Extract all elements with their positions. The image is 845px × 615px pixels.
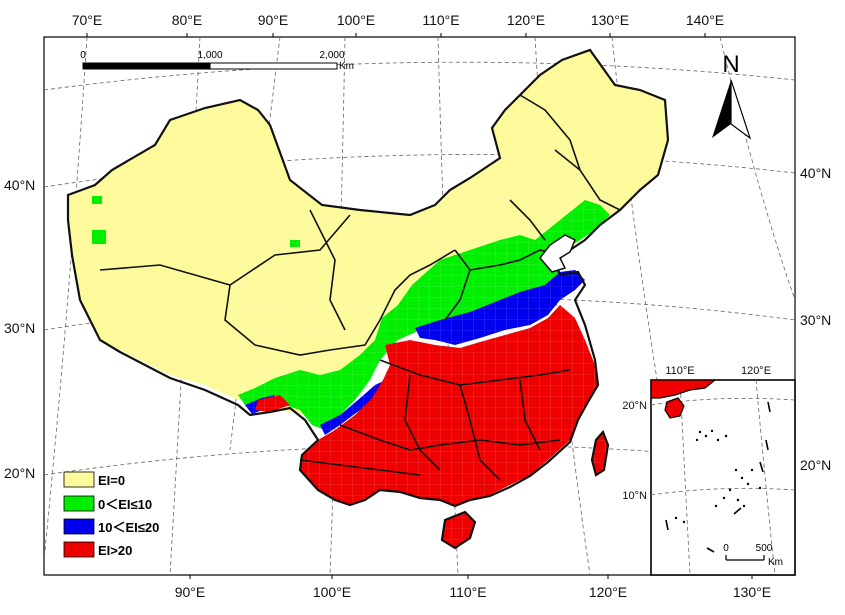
- tick-label: 110°E: [422, 12, 459, 28]
- scale-bar: 0 1,000 2,000 Km: [80, 50, 354, 72]
- legend-swatch: [63, 518, 95, 535]
- north-arrow-icon: N: [712, 51, 752, 140]
- scale-unit: Km: [339, 61, 354, 72]
- legend-swatch: [63, 541, 95, 558]
- legend: EI=0 0＜EI≤10 10＜EI≤20 EI>20: [63, 471, 159, 558]
- legend-label: EI>20: [98, 543, 132, 558]
- right-tick-labels: 40°N 30°N 20°N: [800, 165, 831, 473]
- top-tick-labels: 70°E 80°E 90°E 100°E 110°E 120°E 130°E 1…: [72, 12, 724, 28]
- bohai-sea: [539, 234, 576, 273]
- tick-label: 20°N: [4, 465, 35, 481]
- tick-label: 120°E: [507, 12, 545, 28]
- inset-tick-label: 20°N: [622, 400, 647, 412]
- legend-label: 0＜EI≤10: [98, 497, 152, 512]
- tick-label: 130°E: [733, 584, 771, 600]
- scale-label: 2,000: [319, 50, 344, 61]
- inset-map: 110°E 120°E 20°N 10°N 0 500 Km: [622, 365, 796, 576]
- scale-label: 1,000: [197, 50, 222, 61]
- tick-label: 100°E: [313, 584, 351, 600]
- inset-scale-label: 500: [756, 543, 773, 554]
- inset-tick-label: 10°N: [622, 490, 647, 502]
- frame-ticks: [86, 33, 753, 579]
- tick-label: 20°N: [800, 457, 831, 473]
- region-ei-0-10: [92, 196, 102, 204]
- province-boundaries: [99, 94, 621, 481]
- left-tick-labels: 40°N 30°N 20°N: [4, 177, 35, 481]
- tick-label: 80°E: [172, 12, 203, 28]
- tick-label: 40°N: [4, 177, 35, 193]
- tick-label: 130°E: [591, 12, 629, 28]
- tick-label: 30°N: [800, 312, 831, 328]
- legend-swatch: [63, 495, 95, 512]
- tick-label: 90°E: [258, 12, 289, 28]
- region-ei-0-10: [92, 230, 106, 244]
- north-label: N: [722, 51, 739, 78]
- legend-swatch: [63, 471, 95, 488]
- country-outline: [66, 48, 670, 508]
- tick-label: 40°N: [800, 165, 831, 181]
- tick-label: 90°E: [175, 584, 206, 600]
- inset-scale-unit: Km: [768, 557, 783, 568]
- tick-label: 120°E: [589, 584, 627, 600]
- inset-scale-label: 0: [723, 543, 729, 554]
- legend-label: EI=0: [98, 473, 125, 488]
- inset-tick-label: 110°E: [665, 365, 694, 377]
- inset-tick-label: 120°E: [741, 365, 771, 377]
- tick-label: 140°E: [686, 12, 724, 28]
- tick-label: 70°E: [72, 12, 103, 28]
- legend-label: 10＜EI≤20: [98, 520, 159, 535]
- scale-label: 0: [80, 50, 86, 61]
- tick-label: 110°E: [449, 584, 486, 600]
- bottom-tick-labels: 90°E 100°E 110°E 120°E 130°E: [175, 584, 771, 600]
- inset-scale-bar: 0 500 Km: [723, 543, 783, 568]
- tick-label: 100°E: [337, 12, 375, 28]
- tick-label: 30°N: [4, 320, 35, 336]
